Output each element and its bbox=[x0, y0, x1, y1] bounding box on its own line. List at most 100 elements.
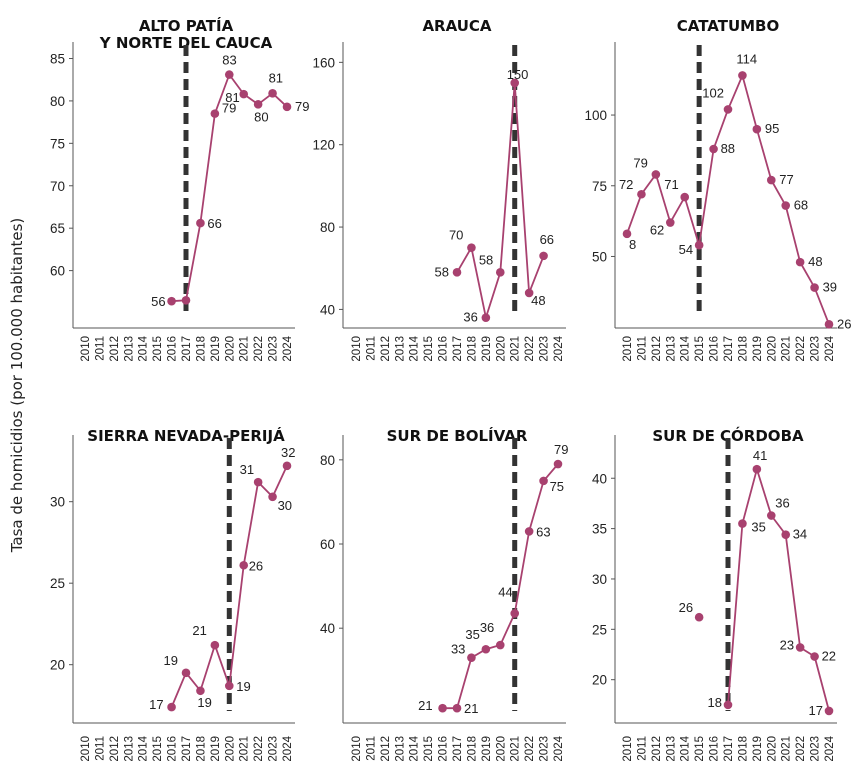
data-point bbox=[622, 229, 632, 239]
y-tick-label: 70 bbox=[50, 179, 65, 194]
y-tick-label: 80 bbox=[50, 94, 65, 109]
data-label: 79 bbox=[222, 101, 236, 116]
y-axis-label: Tasa de homicidios (por 100.000 habitant… bbox=[8, 218, 26, 554]
data-point bbox=[524, 288, 534, 298]
data-point bbox=[181, 296, 191, 305]
x-tick-label: 2019 bbox=[481, 336, 493, 362]
x-tick-label: 2020 bbox=[224, 736, 236, 762]
data-label: 26 bbox=[249, 558, 263, 573]
x-tick-label: 2021 bbox=[239, 336, 251, 362]
panel-title: ARAUCA bbox=[422, 17, 491, 35]
x-tick-label: 2023 bbox=[539, 336, 551, 362]
data-label: 44 bbox=[498, 584, 512, 599]
data-label: 21 bbox=[418, 698, 432, 713]
data-label: 18 bbox=[708, 695, 722, 710]
data-point bbox=[680, 192, 690, 202]
x-tick-label: 2024 bbox=[282, 335, 294, 361]
x-tick-label: 2015 bbox=[694, 336, 706, 362]
x-tick-label: 2016 bbox=[167, 736, 179, 762]
x-tick-label: 2024 bbox=[553, 335, 565, 361]
x-tick-label: 2017 bbox=[181, 736, 193, 762]
x-tick-label: 2014 bbox=[138, 335, 150, 361]
data-point bbox=[752, 464, 762, 474]
data-label: 71 bbox=[664, 177, 678, 192]
data-point bbox=[224, 681, 234, 691]
data-label: 80 bbox=[254, 109, 268, 124]
x-tick-label: 2011 bbox=[636, 336, 648, 361]
data-point bbox=[510, 609, 520, 618]
data-point bbox=[723, 105, 733, 114]
x-tick-label: 2019 bbox=[481, 736, 493, 762]
x-tick-label: 2010 bbox=[351, 736, 363, 762]
series-line bbox=[456, 82, 545, 322]
data-point bbox=[167, 296, 176, 306]
y-tick-label: 50 bbox=[592, 249, 607, 264]
x-tick-label: 2010 bbox=[80, 336, 92, 362]
x-tick-label: 2014 bbox=[680, 735, 692, 761]
data-point bbox=[196, 686, 205, 696]
y-tick-label: 60 bbox=[50, 264, 65, 279]
data-point bbox=[467, 653, 476, 662]
data-label: 19 bbox=[197, 695, 211, 710]
x-tick-label: 2011 bbox=[365, 336, 377, 361]
x-tick-label: 2010 bbox=[622, 736, 634, 762]
y-tick-label: 75 bbox=[592, 179, 607, 194]
y-tick-label: 160 bbox=[312, 55, 335, 70]
y-tick-label: 75 bbox=[50, 136, 65, 151]
x-tick-label: 2013 bbox=[665, 736, 677, 762]
data-point bbox=[766, 175, 776, 185]
y-tick-label: 20 bbox=[592, 673, 607, 688]
y-tick-label: 80 bbox=[320, 220, 335, 235]
x-tick-label: 2022 bbox=[795, 336, 807, 362]
data-label: 79 bbox=[554, 442, 568, 457]
y-tick-label: 20 bbox=[50, 658, 65, 673]
data-label: 54 bbox=[679, 242, 693, 257]
data-point bbox=[651, 170, 661, 179]
data-point bbox=[210, 640, 220, 650]
x-tick-label: 2021 bbox=[510, 336, 522, 362]
x-tick-label: 2016 bbox=[709, 336, 721, 362]
data-label: 150 bbox=[507, 67, 529, 82]
data-label: 21 bbox=[192, 623, 206, 638]
y-tick-label: 30 bbox=[592, 572, 607, 587]
panel-2: CATATUMBO 50 75 100 2010 2011 2012 2013 2014 2015… bbox=[584, 17, 851, 361]
data-point bbox=[224, 70, 234, 79]
data-label: 83 bbox=[222, 53, 236, 68]
data-label: 36 bbox=[775, 496, 789, 511]
data-label: 21 bbox=[464, 701, 478, 716]
x-tick-label: 2011 bbox=[94, 336, 106, 361]
x-tick-label: 2014 bbox=[680, 335, 692, 361]
data-label: 26 bbox=[837, 316, 851, 331]
data-point bbox=[524, 527, 534, 536]
data-label: 81 bbox=[269, 70, 283, 85]
y-tick-label: 40 bbox=[592, 471, 607, 486]
data-point bbox=[723, 700, 733, 710]
x-tick-label: 2010 bbox=[80, 736, 92, 762]
x-tick-label: 2017 bbox=[181, 336, 193, 362]
x-tick-label: 2019 bbox=[752, 336, 764, 362]
data-point bbox=[824, 320, 834, 329]
data-label: 30 bbox=[278, 498, 292, 513]
x-tick-label: 2017 bbox=[452, 736, 464, 762]
data-label: 77 bbox=[779, 172, 793, 187]
data-point bbox=[282, 461, 292, 471]
x-tick-label: 2014 bbox=[409, 335, 421, 361]
x-tick-label: 2012 bbox=[651, 736, 663, 762]
x-tick-label: 2020 bbox=[495, 736, 507, 762]
data-point bbox=[665, 218, 675, 227]
x-tick-label: 2018 bbox=[466, 736, 478, 762]
data-point bbox=[167, 702, 176, 712]
data-point bbox=[438, 703, 447, 713]
x-tick-label: 2011 bbox=[636, 736, 648, 761]
data-point bbox=[510, 78, 520, 88]
data-point bbox=[495, 268, 505, 277]
data-label: 41 bbox=[753, 448, 767, 463]
data-point bbox=[481, 313, 491, 322]
data-point bbox=[239, 89, 249, 99]
x-tick-label: 2018 bbox=[737, 336, 749, 362]
x-tick-label: 2012 bbox=[651, 336, 663, 362]
x-tick-label: 2022 bbox=[253, 336, 265, 362]
data-label: 36 bbox=[480, 620, 494, 635]
x-tick-label: 2013 bbox=[394, 736, 406, 762]
